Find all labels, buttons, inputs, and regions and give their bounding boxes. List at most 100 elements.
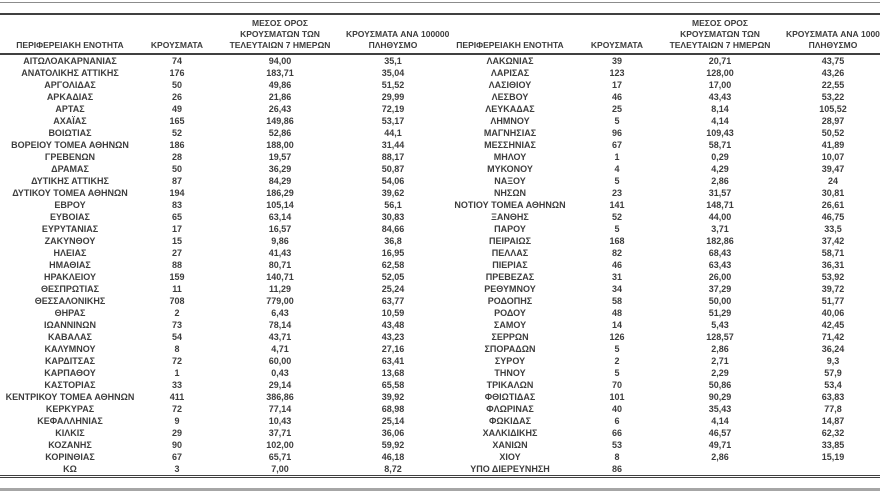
table-cell: 128,57 bbox=[706, 332, 734, 342]
table-cell: 90 bbox=[171, 440, 182, 450]
table-cell: 26,00 bbox=[708, 272, 732, 282]
table-cell: 65,58 bbox=[381, 380, 405, 390]
table-cell: ΔΡΑΜΑΣ bbox=[51, 164, 89, 174]
table-cell: 50,87 bbox=[381, 164, 405, 174]
table-cell: ΛΕΥΚΑΔΑΣ bbox=[485, 104, 535, 114]
table-cell: 51,52 bbox=[381, 80, 405, 90]
table-cell: 65,71 bbox=[268, 452, 292, 462]
table-cell: 17 bbox=[171, 224, 182, 234]
table-cell: 60,00 bbox=[268, 356, 292, 366]
table-cell: ΣΑΜΟΥ bbox=[493, 320, 527, 330]
table-cell: 50 bbox=[171, 164, 182, 174]
table-row: ΑΧΑΪΑΣ 165 149,86 53,17 bbox=[0, 115, 440, 127]
table-row: ΔΥΤΙΚΗΣ ΑΤΤΙΚΗΣ 87 84,29 54,06 bbox=[0, 175, 440, 187]
table-cell: 6 bbox=[614, 416, 620, 426]
table-cell: 0,43 bbox=[271, 368, 289, 378]
table-row: ΜΥΚΟΝΟΥ 4 4,29 39,47 bbox=[440, 163, 880, 175]
table-cell: 43,71 bbox=[268, 332, 292, 342]
table-row: ΗΡΑΚΛΕΙΟΥ 159 140,71 52,05 bbox=[0, 271, 440, 283]
table-row: ΠΕΙΡΑΙΩΣ 168 182,86 37,42 bbox=[440, 235, 880, 247]
table-cell: ΤΡΙΚΑΛΩΝ bbox=[486, 380, 534, 390]
table-cell: ΑΝΑΤΟΛΙΚΗΣ ΑΤΤΙΚΗΣ bbox=[21, 68, 119, 78]
table-cell: 10,07 bbox=[821, 152, 845, 162]
table-cell: 17 bbox=[611, 80, 622, 90]
table-cell: 63,83 bbox=[821, 392, 845, 402]
table-cell: 88 bbox=[171, 260, 182, 270]
table-cell: 67 bbox=[171, 452, 182, 462]
table-cell: 43,75 bbox=[821, 56, 845, 66]
table-cell: 52,86 bbox=[268, 128, 292, 138]
table-cell: 52 bbox=[171, 128, 182, 138]
table-row: ΗΛΕΙΑΣ 27 41,43 16,95 bbox=[0, 247, 440, 259]
col-header-cases: ΚΡΟΥΣΜΑΤΑ bbox=[580, 18, 654, 55]
table-row: ΛΕΣΒΟΥ 46 43,43 53,22 bbox=[440, 91, 880, 103]
table-cell: 51,77 bbox=[821, 296, 845, 306]
table-cell: 148,71 bbox=[706, 200, 734, 210]
table-cell: 159 bbox=[169, 272, 185, 282]
table-row: ΑΡΚΑΔΙΑΣ 26 21,86 29,99 bbox=[0, 91, 440, 103]
table-cell: 3 bbox=[140, 463, 214, 478]
table-row: ΒΟΙΩΤΙΑΣ 52 52,86 44,1 bbox=[0, 127, 440, 139]
table-row: ΕΥΡΥΤΑΝΙΑΣ 17 16,57 84,66 bbox=[0, 223, 440, 235]
table-cell: 43,48 bbox=[381, 320, 405, 330]
table-cell: 165 bbox=[169, 116, 185, 126]
table-cell: 52 bbox=[611, 212, 622, 222]
table-cell: 49,71 bbox=[708, 440, 732, 450]
table-row: ΓΡΕΒΕΝΩΝ 28 19,57 88,17 bbox=[0, 151, 440, 163]
table-cell: ΛΑΡΙΣΑΣ bbox=[490, 68, 530, 78]
table-cell: 168 bbox=[609, 236, 625, 246]
table-cell: 49 bbox=[171, 104, 182, 114]
table-cell: 78,14 bbox=[268, 320, 292, 330]
table-cell: 708 bbox=[169, 296, 185, 306]
table-row: ΚΑΒΑΛΑΣ 54 43,71 43,23 bbox=[0, 331, 440, 343]
table-cell: 194 bbox=[169, 188, 185, 198]
table-cell: 67 bbox=[611, 140, 622, 150]
table-cell: 40,06 bbox=[821, 308, 845, 318]
table-row: ΙΩΑΝΝΙΝΩΝ 73 78,14 43,48 bbox=[0, 319, 440, 331]
table-cell: 5 bbox=[614, 116, 620, 126]
table-cell: ΕΥΡΥΤΑΝΙΑΣ bbox=[41, 224, 99, 234]
table-cell: 43,43 bbox=[708, 92, 732, 102]
table-row: ΡΟΔΟΥ 48 51,29 40,06 bbox=[440, 307, 880, 319]
table-cell: 2,86 bbox=[711, 452, 729, 462]
table-cell: 26,61 bbox=[821, 200, 845, 210]
table-row: ΜΑΓΝΗΣΙΑΣ 96 109,43 50,52 bbox=[440, 127, 880, 139]
table-cell: 15,19 bbox=[821, 452, 845, 462]
table-cell: 2,29 bbox=[711, 368, 729, 378]
table-cell: 31,57 bbox=[708, 188, 732, 198]
table-cell: 43,23 bbox=[381, 332, 405, 342]
table-cell: 49,86 bbox=[268, 80, 292, 90]
table-cell: 84,66 bbox=[381, 224, 405, 234]
table-cell: 53,4 bbox=[824, 380, 842, 390]
table-cell: 44,00 bbox=[708, 212, 732, 222]
table-cell: ΠΡΕΒΕΖΑΣ bbox=[485, 272, 535, 282]
table-cell: 77,8 bbox=[824, 404, 842, 414]
table-cell: 27,16 bbox=[381, 344, 405, 354]
table-cell: ΛΑΚΩΝΙΑΣ bbox=[486, 56, 534, 66]
table-cell: ΡΕΘΥΜΝΟΥ bbox=[484, 284, 536, 294]
table-cell: ΔΥΤΙΚΟΥ ΤΟΜΕΑ ΑΘΗΝΩΝ bbox=[12, 188, 128, 198]
top-rule-thick bbox=[0, 13, 880, 15]
table-cell: 87 bbox=[171, 176, 182, 186]
table-cell: 188,00 bbox=[266, 140, 294, 150]
table-cell: 28,97 bbox=[821, 116, 845, 126]
table-cell: ΦΩΚΙΔΑΣ bbox=[489, 416, 531, 426]
table-cell: ΑΡΤΑΣ bbox=[55, 104, 85, 114]
table-cell: ΚΑΣΤΟΡΙΑΣ bbox=[44, 380, 96, 390]
table-cell: 52,05 bbox=[381, 272, 405, 282]
table-cell: 50 bbox=[171, 80, 182, 90]
table-row: ΦΛΩΡΙΝΑΣ 40 35,43 77,8 bbox=[440, 403, 880, 415]
table-row: ΚΟΖΑΝΗΣ 90 102,00 59,92 bbox=[0, 439, 440, 451]
table-cell: ΚΟΡΙΝΘΙΑΣ bbox=[45, 452, 95, 462]
table-row: ΦΘΙΩΤΙΔΑΣ 101 90,29 63,83 bbox=[440, 391, 880, 403]
table-cell: 42,45 bbox=[821, 320, 845, 330]
table-row: ΣΠΟΡΑΔΩΝ 5 2,86 36,24 bbox=[440, 343, 880, 355]
table-cell: ΙΩΑΝΝΙΝΩΝ bbox=[44, 320, 96, 330]
table-row: ΡΕΘΥΜΝΟΥ 34 37,29 39,72 bbox=[440, 283, 880, 295]
table-cell: 53,22 bbox=[821, 92, 845, 102]
table-cell: 126 bbox=[609, 332, 625, 342]
table-cell: 39,92 bbox=[381, 392, 405, 402]
table-cell: 63,41 bbox=[381, 356, 405, 366]
table-cell: 74 bbox=[171, 56, 182, 66]
table-cell: 8,14 bbox=[711, 104, 729, 114]
